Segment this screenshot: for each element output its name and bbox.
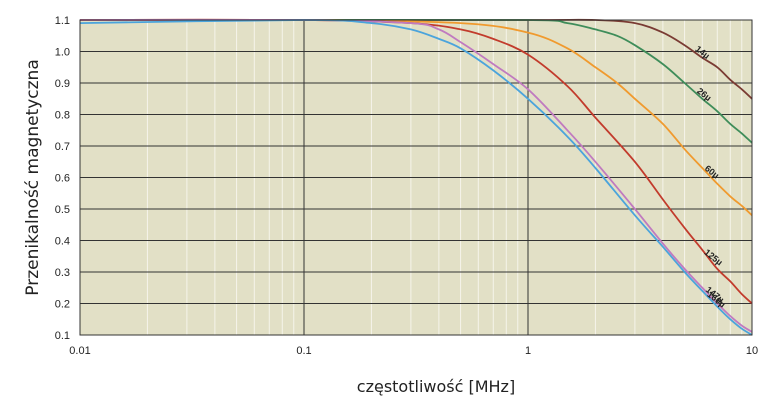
curve-6 xyxy=(79,19,753,336)
y-tick-label: 0.7 xyxy=(55,141,70,153)
y-tick-label: 0.9 xyxy=(55,78,70,90)
y-tick-label: 0.8 xyxy=(55,110,70,122)
x-axis-label: częstotliwość [MHz] xyxy=(357,377,515,396)
y-tick-label: 0.3 xyxy=(55,267,70,279)
y-tick-label: 0.6 xyxy=(55,173,70,185)
tick-labels: 0.1 0.2 0.3 0.4 0.5 0.6 0.7 0.8 0.9 1.0 1.1 0.01 0.1… xyxy=(55,15,758,357)
curve-5 xyxy=(79,18,753,333)
y-tick-label: 0.1 xyxy=(55,330,70,342)
y-tick-label: 0.4 xyxy=(55,236,70,248)
y-axis-label: Przenikalność magnetyczna xyxy=(23,59,43,295)
x-tick-label: 0.1 xyxy=(296,345,311,357)
y-tick-label: 1.1 xyxy=(55,15,70,27)
y-tick-label: 0.2 xyxy=(55,299,70,311)
x-tick-label: 1 xyxy=(525,345,531,357)
curve-3 xyxy=(79,18,753,216)
plot-border xyxy=(79,19,753,336)
x-tick-label: 10 xyxy=(746,345,758,357)
x-tick-label: 0.01 xyxy=(69,345,90,357)
y-tick-label: 0.5 xyxy=(55,204,70,216)
y-tick-label: 1.0 xyxy=(55,47,70,59)
curves xyxy=(79,18,753,336)
